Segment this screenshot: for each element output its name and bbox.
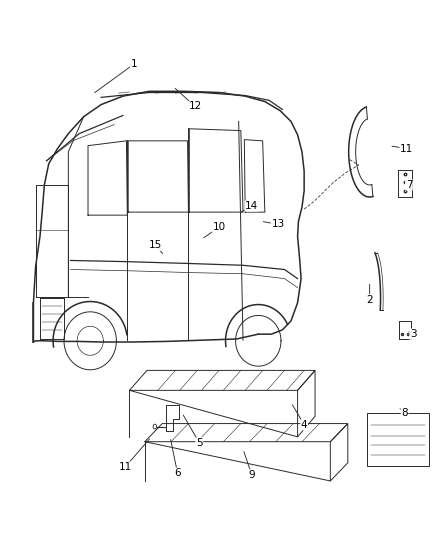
Text: 8: 8 [401, 408, 408, 418]
Text: 11: 11 [119, 462, 132, 472]
Text: 15: 15 [149, 240, 162, 251]
Text: 1: 1 [131, 59, 137, 69]
Text: 13: 13 [271, 219, 285, 229]
Text: 9: 9 [248, 470, 255, 480]
Text: 2: 2 [366, 295, 373, 305]
Text: 4: 4 [301, 420, 307, 430]
Text: 10: 10 [212, 222, 226, 232]
Text: 7: 7 [406, 180, 412, 190]
Text: 3: 3 [410, 329, 417, 339]
Text: 6: 6 [174, 468, 181, 478]
Text: 14: 14 [245, 201, 258, 211]
Text: 11: 11 [400, 144, 413, 154]
Text: 5: 5 [196, 438, 203, 448]
Text: 12: 12 [188, 101, 201, 111]
